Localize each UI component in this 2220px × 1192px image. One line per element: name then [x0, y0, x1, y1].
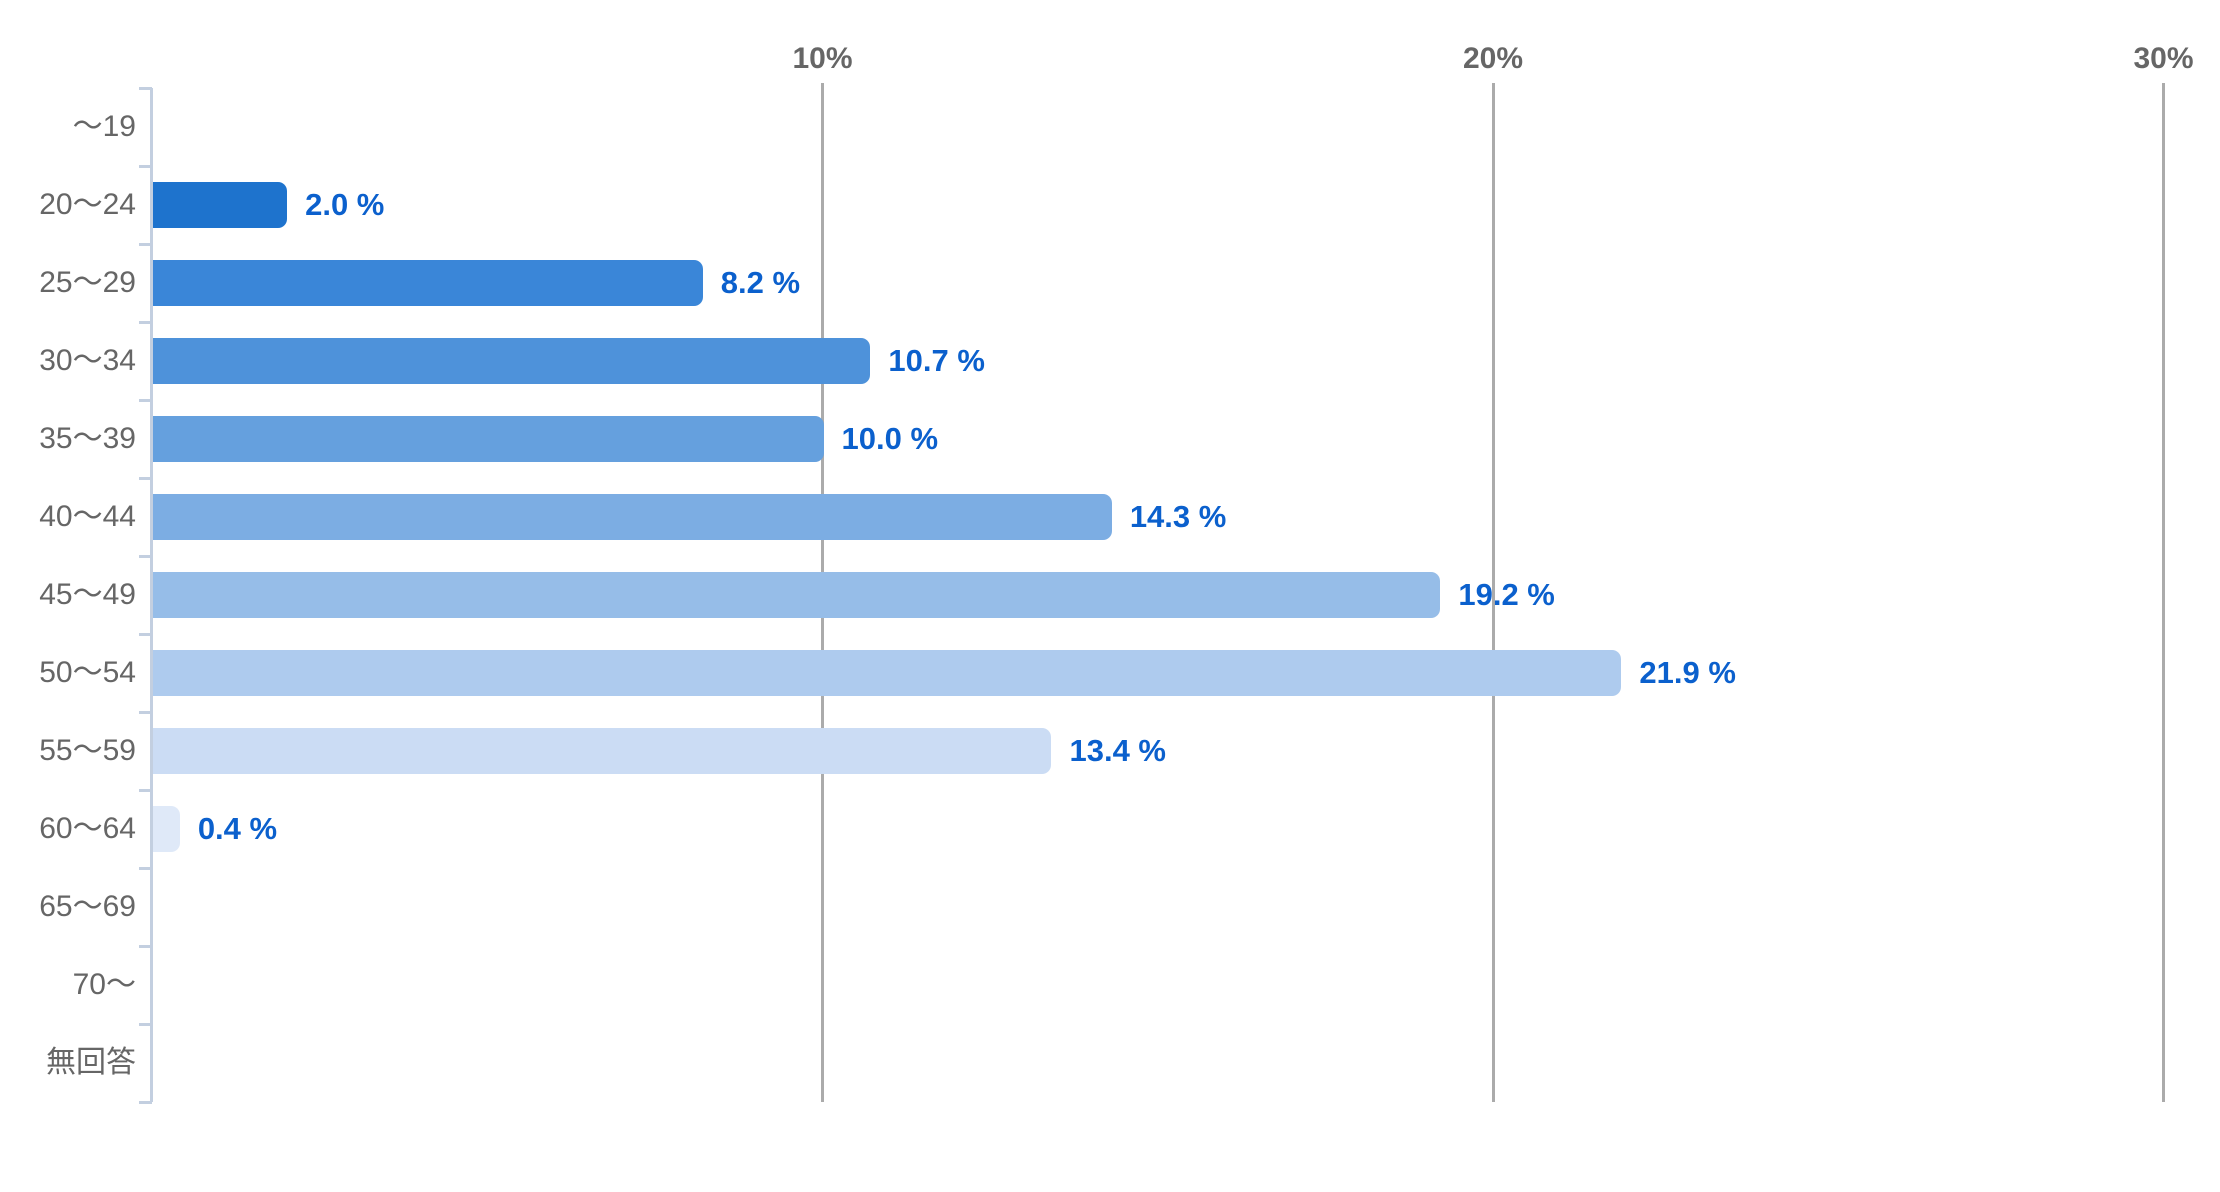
y-axis-tick — [139, 866, 152, 870]
category-label: 60〜64 — [39, 812, 136, 845]
y-axis-tick — [139, 710, 152, 714]
bar-value-label: 14.3 % — [1129, 499, 1227, 534]
category-label: 55〜59 — [39, 734, 136, 767]
chart-row-20〜24: 20〜24 2.0 % — [39, 166, 2182, 244]
bar-value-label: 21.9 % — [1639, 655, 1736, 690]
category-label: 20〜24 — [39, 188, 136, 221]
bar-value-label: 2.0 % — [305, 187, 385, 222]
y-axis-tick — [139, 1022, 152, 1026]
plot-area: 〜19 20〜24 2.0 % 25〜29 8.2 % 30〜34 10.7 % 35〜39 1… — [39, 83, 2182, 1104]
chart-row-25〜29: 25〜29 8.2 % — [39, 244, 2182, 322]
chart-row-50〜54: 50〜54 21.9 % — [39, 634, 2182, 712]
bar-value-label: 13.4 % — [1069, 733, 1166, 768]
y-axis-tick — [139, 1100, 152, 1104]
chart-row-〜19: 〜19 — [73, 88, 2182, 166]
chart-row-70〜: 70〜 — [73, 946, 2182, 1024]
chart-row-無回答: 無回答 — [46, 1024, 2182, 1102]
bar-35〜39 — [153, 416, 824, 462]
bar-45〜49 — [153, 572, 1441, 618]
category-label: 35〜39 — [39, 422, 136, 455]
gridline-30% — [2162, 83, 2165, 1102]
chart-row-35〜39: 35〜39 10.0 % — [39, 400, 2182, 478]
chart-row-45〜49: 45〜49 19.2 % — [39, 556, 2182, 634]
y-axis-tick — [139, 476, 152, 480]
y-axis-tick — [139, 164, 152, 168]
y-axis-line — [150, 88, 153, 1102]
category-label: 70〜 — [72, 968, 136, 1001]
bar-25〜29 — [153, 260, 703, 306]
y-axis-tick — [139, 788, 152, 792]
bar-60〜64 — [153, 806, 180, 852]
category-label: 65〜69 — [39, 890, 136, 923]
y-axis-tick — [139, 242, 152, 246]
x-axis-tick-label: 30% — [2133, 42, 2194, 75]
chart-row-40〜44: 40〜44 14.3 % — [39, 478, 2182, 556]
category-label: 〜19 — [72, 110, 136, 143]
gridline-20% — [1491, 83, 1495, 1102]
bar-30〜34 — [153, 338, 871, 384]
x-axis-tick-label: 20% — [1462, 42, 1524, 75]
y-axis-tick — [139, 398, 152, 402]
category-label: 50〜54 — [39, 656, 136, 689]
category-label: 40〜44 — [39, 500, 136, 533]
x-axis-tick-label: 10% — [792, 42, 853, 75]
category-label: 25〜29 — [39, 266, 136, 299]
y-axis-tick — [139, 320, 152, 324]
bar-20〜24 — [153, 182, 288, 228]
category-label: 無回答 — [46, 1046, 136, 1079]
bar-value-label: 8.2 % — [720, 265, 801, 300]
chart-row-55〜59: 55〜59 13.4 % — [39, 712, 2182, 790]
chart-row-65〜69: 65〜69 — [39, 868, 2182, 946]
bar-50〜54 — [153, 650, 1622, 696]
bar-40〜44 — [153, 494, 1112, 540]
bar-value-label: 10.7 % — [888, 343, 985, 378]
chart-row-60〜64: 60〜64 0.4 % — [39, 790, 2182, 868]
chart-row-30〜34: 30〜34 10.7 % — [39, 322, 2182, 400]
bar-value-label: 0.4 % — [197, 811, 278, 846]
y-axis-tick — [139, 86, 152, 90]
bar-value-label: 10.0 % — [841, 421, 939, 456]
y-axis-tick — [139, 944, 152, 948]
category-label: 45〜49 — [39, 578, 136, 611]
bar-55〜59 — [153, 728, 1052, 774]
bar-value-label: 19.2 % — [1458, 577, 1555, 612]
y-axis-tick — [139, 632, 152, 636]
category-label: 30〜34 — [39, 344, 136, 377]
y-axis-tick — [139, 554, 152, 558]
